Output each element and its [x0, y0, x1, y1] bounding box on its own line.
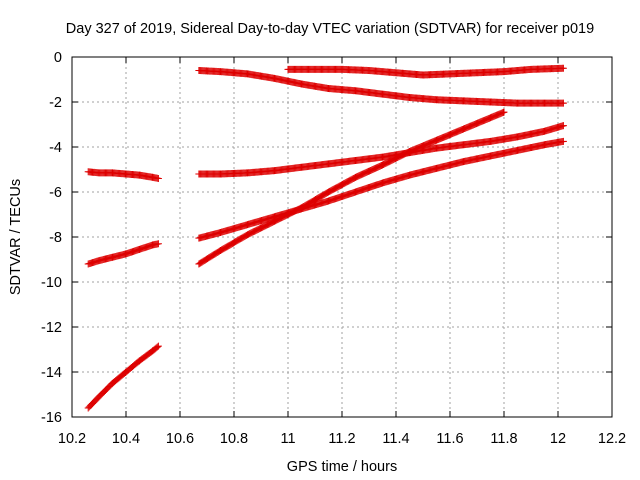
data-point [559, 99, 567, 107]
data-point [154, 342, 162, 350]
y-axis-label: SDTVAR / TECUs [8, 179, 24, 295]
series-arc-2 [84, 240, 162, 268]
x-axis-label: GPS time / hours [287, 459, 397, 475]
x-tick-label: 11.8 [490, 431, 517, 447]
y-tick-label: -2 [49, 95, 62, 111]
y-tick-label: -10 [41, 275, 62, 291]
data-point [559, 64, 567, 72]
x-tick-label: 10.2 [58, 431, 86, 447]
data-point [153, 343, 161, 351]
grid-lines [72, 57, 612, 417]
y-tick-label: -6 [49, 185, 62, 201]
data-point [500, 108, 508, 116]
x-tick-label: 10.4 [112, 431, 140, 447]
y-tick-label: -14 [41, 365, 62, 381]
data-point [559, 137, 567, 145]
series-arc-5 [284, 64, 567, 79]
y-tick-label: -8 [49, 230, 62, 246]
x-tick-label: 11.6 [436, 431, 463, 447]
data-points [84, 64, 567, 412]
chart-title: Day 327 of 2019, Sidereal Day-to-day VTE… [66, 21, 594, 37]
series-arc-3 [84, 342, 162, 412]
x-tick-label: 11.2 [328, 431, 355, 447]
y-tick-label: -12 [41, 320, 62, 336]
y-tick-label: -16 [41, 410, 62, 426]
x-tick-label: 11 [280, 431, 295, 447]
y-tick-label: -4 [49, 140, 62, 156]
x-tick-label: 12.2 [598, 431, 626, 447]
x-tick-label: 10.8 [220, 431, 248, 447]
x-tick-label: 10.6 [166, 431, 194, 447]
series-arc-7 [195, 137, 567, 242]
data-point [154, 240, 162, 248]
series-arc-4 [195, 67, 567, 107]
x-tick-label: 11.4 [382, 431, 409, 447]
x-tick-label: 12 [550, 431, 566, 447]
axis-ticks: 10.2 10.4 10.6 10.8 11 11.2 11.4 11.6 11.8 12 12.2… [41, 50, 626, 447]
y-tick-label: 0 [54, 50, 62, 66]
series-arc-1 [84, 168, 162, 182]
data-point [559, 122, 567, 130]
data-point [154, 175, 162, 182]
series-arc-8 [195, 108, 508, 268]
